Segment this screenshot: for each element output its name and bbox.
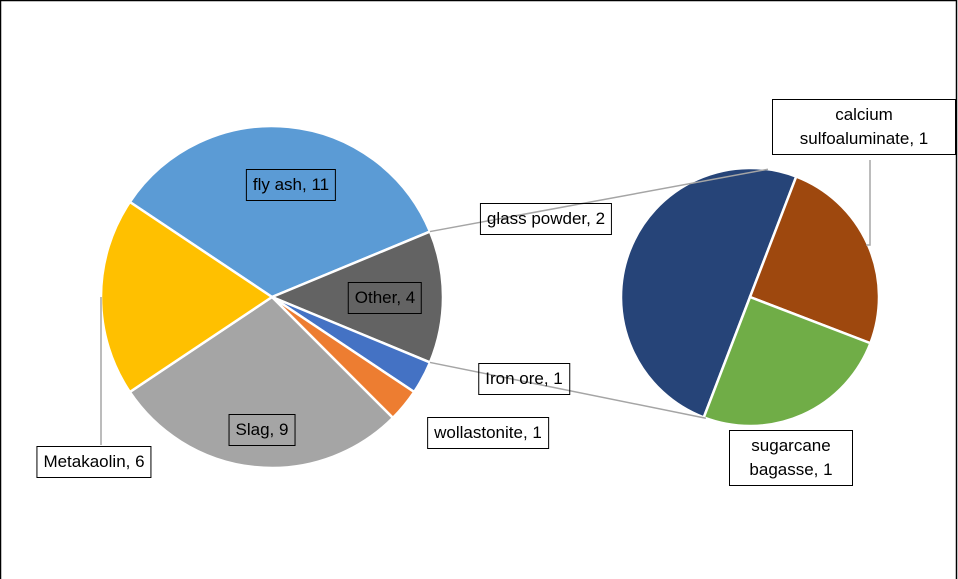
data-label: Metakaolin, 6 [36,446,152,478]
data-label: Slag, 9 [228,414,296,446]
data-label: calcium sulfoaluminate, 1 [772,99,956,155]
data-label: sugarcane bagasse, 1 [729,430,853,486]
pie-slice [268,229,445,365]
data-label: Other, 4 [347,282,423,314]
pie-slice [702,295,873,428]
leader-line [866,160,871,246]
data-label: glass powder, 2 [479,203,613,235]
connector-line [429,361,707,419]
data-label: fly ash, 11 [245,169,337,201]
data-label: wollastonite, 1 [427,417,549,449]
connector-line [429,168,769,233]
pie-slice [128,295,395,470]
data-label: Iron ore, 1 [478,363,570,395]
pie-slice [619,166,798,420]
pie-slice [128,124,432,299]
